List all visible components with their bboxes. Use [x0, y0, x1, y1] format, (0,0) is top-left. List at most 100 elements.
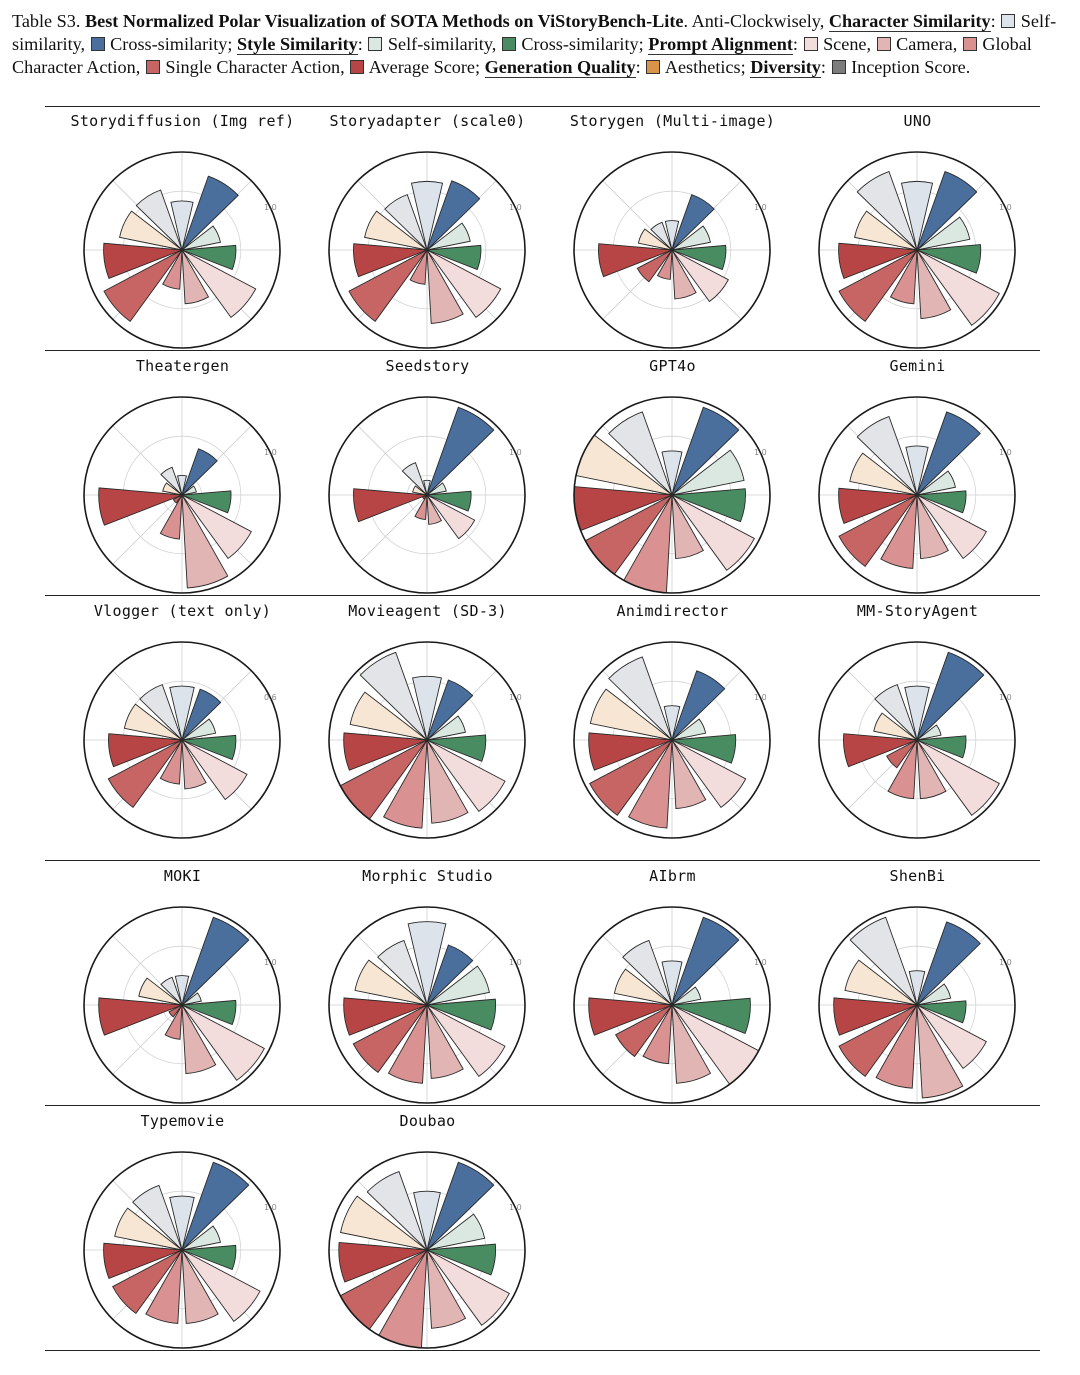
polar-panel: AIbrm 1.0: [550, 867, 795, 1112]
polar-bar: [905, 445, 929, 496]
polar-bar: [916, 739, 947, 800]
polar-bar: [181, 992, 202, 1006]
legend-swatch: [501, 37, 516, 51]
legend-swatch: [646, 60, 661, 74]
polar-bar: [916, 739, 1000, 816]
panel-title: Gemini: [889, 357, 946, 375]
outer-circle: [573, 906, 771, 1104]
polar-bar: [613, 968, 673, 1006]
polar-plot: 1.0: [328, 641, 526, 839]
polar-plot: 1.0: [83, 1151, 281, 1349]
polar-panel: Gemini 1.0: [795, 357, 1040, 602]
outer-circle: [83, 396, 281, 594]
polar-bar: [671, 249, 697, 300]
panel-title: Animdirector: [616, 602, 729, 620]
legend-label: Global Character Action: [12, 34, 1032, 77]
polar-plot: 0.6: [83, 641, 281, 839]
polar-bar: [169, 1195, 195, 1251]
polar-panel: Morphic Studio 1.0: [305, 867, 550, 1112]
legend-swatch: [368, 37, 383, 51]
polar-bar: [916, 249, 952, 319]
polar-bar: [407, 921, 447, 1006]
polar-bar: [159, 739, 183, 785]
polar-bar: [426, 490, 472, 512]
panel-title: Seedstory: [385, 357, 470, 375]
polar-bar: [426, 406, 495, 496]
polar-bar: [160, 976, 183, 1006]
polar-plot: 1.0: [573, 641, 771, 839]
polar-bar: [916, 724, 942, 741]
legend-swatch: [145, 60, 160, 74]
polar-panel: ShenBi 1.0: [795, 867, 1040, 1112]
polar-bar: [174, 975, 190, 1006]
polar-bar: [622, 939, 673, 1006]
polar-bar: [656, 249, 673, 280]
panel-title: Storydiffusion (Img ref): [70, 112, 295, 130]
polar-bar: [181, 494, 252, 560]
outer-circle: [818, 396, 1016, 594]
polar-bar: [854, 210, 918, 251]
polar-bar: [353, 488, 428, 523]
polar-bar: [650, 221, 673, 251]
polar-bar: [340, 1195, 428, 1251]
polar-bar: [637, 228, 673, 251]
polar-panel: Movieagent (SD-3) 1.0: [305, 602, 550, 847]
polar-panel: Storyadapter (scale0) 1.0: [305, 112, 550, 357]
polar-bar: [642, 1004, 673, 1065]
polar-bar: [916, 1000, 967, 1024]
polar-bar: [98, 487, 183, 526]
polar-bar: [98, 997, 183, 1036]
tick-label: 1.0: [264, 203, 277, 212]
legend-label: Cross-similarity: [110, 34, 228, 54]
polar-plot: 1.0: [328, 396, 526, 594]
polar-bar: [412, 485, 428, 496]
tick-label: 0.6: [264, 693, 277, 702]
polar-bar: [107, 739, 183, 809]
panel-title: GPT4o: [649, 357, 696, 375]
grid-spoke: [357, 494, 428, 565]
tick-label: 1.0: [264, 1203, 277, 1212]
polar-bar: [387, 1004, 428, 1084]
polar-bar: [426, 494, 443, 525]
panel-title: Vlogger (text only): [93, 602, 272, 620]
polar-bar: [663, 705, 681, 741]
polar-panel: MOKI 1.0: [60, 867, 305, 1112]
polar-bar: [873, 712, 918, 741]
legend-label: Camera: [896, 34, 953, 54]
polar-bar: [904, 685, 930, 741]
panel-title: Doubao: [399, 1112, 456, 1130]
polar-bar: [916, 470, 956, 496]
polar-bar: [856, 170, 918, 251]
caption-intro: . Anti-Clockwisely,: [683, 11, 829, 31]
polar-bar: [162, 482, 183, 496]
polar-bar: [401, 462, 428, 496]
polar-bar: [608, 656, 673, 741]
polar-bar: [426, 249, 464, 324]
polar-bar: [426, 244, 482, 271]
polar-bar: [426, 180, 481, 251]
outer-circle: [83, 151, 281, 349]
polar-bar: [181, 244, 237, 271]
legend-label: Scene: [823, 34, 867, 54]
legend-swatch: [876, 37, 891, 51]
polar-bar: [343, 732, 428, 771]
legend-group-style: Style Similarity: [237, 34, 358, 55]
legend-label: Self-similarity: [387, 34, 492, 54]
outer-circle: [83, 1151, 281, 1349]
polar-bar: [838, 249, 918, 322]
polar-bar: [661, 450, 683, 496]
polar-bar: [114, 1207, 183, 1251]
polar-bar: [139, 684, 183, 741]
tick-label: 1.0: [754, 693, 767, 702]
polar-bar: [874, 684, 918, 741]
polar-bar: [671, 494, 704, 560]
polar-bar: [112, 1249, 183, 1315]
polar-bar: [159, 494, 183, 540]
polar-bar: [636, 249, 673, 283]
polar-bar: [838, 494, 918, 567]
polar-bar: [135, 189, 183, 251]
polar-bar: [426, 679, 474, 741]
polar-bar: [426, 222, 471, 251]
polar-bar: [343, 997, 428, 1036]
